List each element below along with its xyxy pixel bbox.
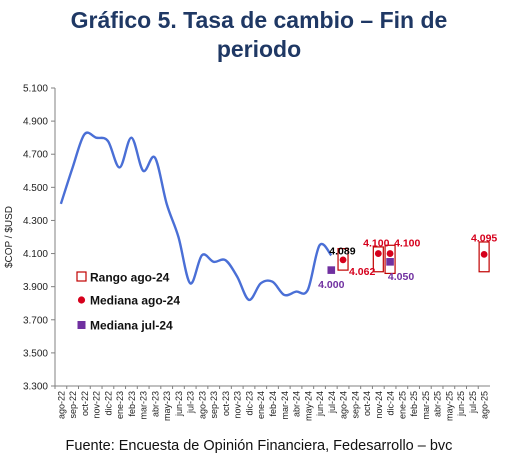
x-tick-label: feb-23 — [127, 391, 137, 417]
median-jul-24-label: 4.000 — [318, 279, 344, 291]
y-tick-label: 4.900 — [23, 117, 48, 128]
median-ago-24-label: 4.095 — [471, 232, 497, 244]
x-tick-label: abr-23 — [150, 391, 160, 417]
y-tick-label: 3.500 — [23, 348, 48, 359]
x-tick-label: dic-24 — [386, 391, 396, 416]
x-tick-label: abr-25 — [433, 391, 443, 417]
range-box-ago-24 — [384, 244, 396, 275]
chart-title: Gráfico 5. Tasa de cambio – Fin de perio… — [0, 6, 518, 64]
y-tick-label: 5.100 — [23, 84, 48, 95]
median-ago-24-label: 4.100 — [394, 238, 420, 250]
median-jul-24-label: 4.050 — [388, 271, 414, 283]
legend-label: Rango ago-24 — [90, 271, 170, 285]
x-tick-label: may-25 — [444, 391, 454, 421]
x-tick-label: ene-25 — [397, 391, 407, 419]
y-axis-label: $COP / $USD — [4, 206, 15, 268]
x-tick-label: oct-24 — [362, 391, 372, 416]
y-tick-label: 4.100 — [23, 249, 48, 260]
chart-title-line-2: periodo — [216, 36, 302, 62]
x-tick-label: may-23 — [162, 391, 172, 421]
x-tick-label: nov-24 — [374, 391, 384, 419]
source-note: Fuente: Encuesta de Opinión Financiera, … — [65, 438, 453, 454]
x-tick-label: ene-23 — [115, 391, 125, 419]
legend-median-jul-swatch — [77, 321, 86, 329]
x-tick-label: jul-23 — [186, 391, 196, 414]
x-tick-label: ene-24 — [256, 391, 266, 419]
y-tick-label: 4.500 — [23, 183, 48, 194]
median-ago-24-marker — [374, 250, 382, 257]
median-ago-24-label: 4.100 — [363, 238, 389, 250]
x-tick-label: mar-24 — [280, 391, 290, 420]
x-tick-label: jun-24 — [315, 391, 325, 417]
exchange-rate-line — [59, 131, 333, 302]
median-ago-24-marker — [386, 250, 394, 257]
x-tick-label: jul-24 — [327, 391, 337, 414]
x-tick-label: mar-23 — [139, 391, 149, 420]
x-tick-label: jul-25 — [468, 391, 478, 414]
median-ago-24-marker — [480, 250, 488, 258]
x-tick-label: ago-25 — [480, 391, 490, 419]
median-ago-24-marker — [339, 256, 347, 264]
chart-title-line-1: Gráfico 5. Tasa de cambio – Fin de — [70, 7, 448, 33]
x-tick-label: may-24 — [303, 391, 313, 421]
x-tick-label: nov-23 — [233, 391, 243, 419]
x-tick-label: sep-22 — [68, 391, 78, 419]
x-tick-label: feb-24 — [268, 391, 278, 417]
range-box-ago-24 — [337, 247, 349, 271]
x-tick-label: oct-22 — [80, 391, 90, 416]
x-tick-label: feb-25 — [409, 391, 419, 417]
x-tick-label: sep-24 — [350, 391, 360, 419]
range-box-ago-24 — [372, 246, 384, 273]
x-tick-label: dic-22 — [103, 391, 113, 416]
legend-range-swatch — [76, 271, 87, 282]
x-tick-label: oct-23 — [221, 391, 231, 416]
x-tick-label: ago-23 — [197, 391, 207, 419]
x-tick-label: abr-24 — [292, 391, 302, 417]
last-value-label: 4.089 — [329, 245, 355, 257]
y-tick-label: 4.700 — [23, 150, 48, 161]
x-tick-label: dic-23 — [244, 391, 254, 416]
legend-median-ago-swatch — [77, 296, 86, 304]
x-tick-label: nov-22 — [92, 391, 102, 419]
x-tick-label: sep-23 — [209, 391, 219, 419]
x-tick-label: ago-22 — [56, 391, 66, 419]
legend-label: Mediana ago-24 — [90, 294, 180, 308]
median-jul-24-marker — [327, 266, 336, 274]
y-tick-label: 3.300 — [23, 382, 48, 393]
median-jul-24-marker — [386, 258, 394, 266]
x-tick-label: ago-24 — [339, 391, 349, 419]
x-tick-label: jun-25 — [456, 391, 466, 417]
y-tick-label: 4.300 — [23, 216, 48, 227]
y-tick-label: 3.700 — [23, 315, 48, 326]
x-tick-label: mar-25 — [421, 391, 431, 420]
median-ago-24-label: 4.062 — [349, 266, 375, 278]
legend-label: Mediana jul-24 — [90, 319, 173, 333]
range-box-ago-24 — [478, 241, 490, 273]
y-tick-label: 3.900 — [23, 282, 48, 293]
x-tick-label: jun-23 — [174, 391, 184, 417]
